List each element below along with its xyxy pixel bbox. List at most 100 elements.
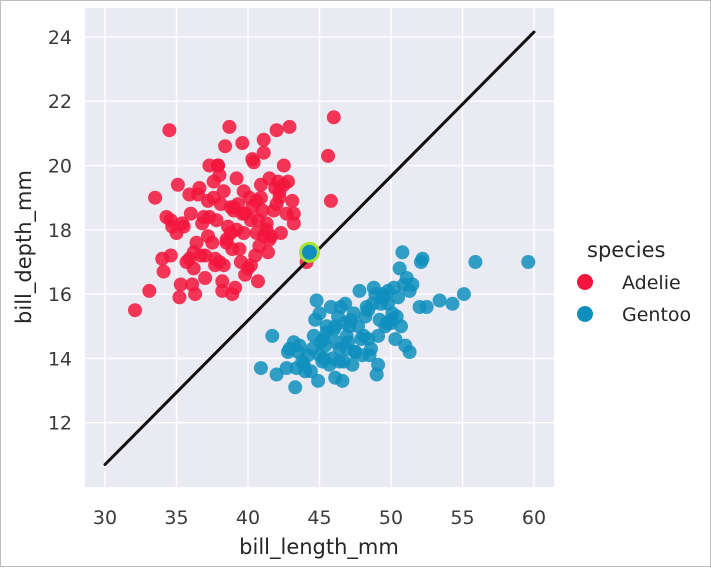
point-adelie: [148, 190, 163, 205]
point-adelie: [229, 171, 244, 186]
point-gentoo: [335, 373, 350, 388]
x-tick-label: 30: [93, 507, 117, 529]
point-adelie: [172, 290, 187, 305]
point-gentoo: [301, 348, 316, 363]
point-adelie: [216, 184, 231, 199]
point-gentoo: [316, 351, 331, 366]
point-gentoo: [456, 287, 471, 302]
point-gentoo: [308, 312, 323, 327]
point-adelie: [215, 274, 230, 289]
point-adelie: [195, 216, 210, 231]
point-gentoo: [398, 338, 413, 353]
y-tick-label: 18: [48, 220, 72, 242]
point-adelie: [191, 187, 205, 202]
point-adelie: [201, 229, 215, 244]
x-tick-label: 50: [379, 507, 403, 529]
x-tick-label: 35: [164, 507, 188, 529]
point-adelie: [235, 136, 250, 150]
point-adelie: [253, 190, 268, 205]
point-adelie: [128, 303, 142, 318]
point-adelie: [182, 251, 197, 266]
point-adelie: [156, 264, 171, 279]
tick-labels: 30 35 40 45 50 55 60 12 14 16 18 20 22 24: [48, 27, 546, 529]
point-adelie: [286, 206, 301, 221]
legend-label-adelie: Adelie: [622, 272, 681, 294]
legend-marker-adelie: [577, 274, 593, 290]
point-adelie: [256, 145, 271, 160]
point-adelie: [162, 123, 177, 138]
overlay: [103, 30, 536, 466]
point-adelie: [183, 206, 198, 221]
y-tick-label: 14: [48, 348, 72, 370]
point-adelie: [251, 274, 265, 289]
point-gentoo: [468, 255, 483, 269]
y-tick-label: 12: [48, 413, 72, 435]
point-gentoo: [265, 328, 280, 343]
point-gentoo: [346, 306, 361, 321]
point-gentoo: [445, 296, 460, 311]
point-adelie: [163, 248, 178, 263]
point-gentoo: [361, 303, 376, 318]
point-adelie: [218, 139, 233, 154]
point-adelie: [175, 216, 190, 231]
point-gentoo: [352, 283, 367, 298]
point-adelie: [321, 148, 336, 163]
point-adelie: [323, 193, 338, 208]
point-gentoo: [309, 293, 324, 308]
point-adelie: [206, 190, 221, 205]
point-gentoo: [419, 300, 434, 314]
point-adelie: [229, 222, 244, 237]
point-adelie: [212, 168, 227, 183]
point-adelie: [276, 158, 291, 173]
point-gentoo: [288, 380, 303, 395]
point-gentoo: [388, 332, 403, 347]
point-adelie: [282, 119, 297, 134]
legend: species Adelie Gentoo: [577, 238, 691, 326]
point-gentoo: [375, 290, 390, 305]
point-adelie: [251, 213, 265, 228]
x-tick-label: 55: [450, 507, 474, 529]
point-adelie: [286, 216, 301, 231]
point-adelie: [326, 110, 341, 125]
point-adelie: [142, 283, 157, 298]
point-gentoo: [384, 316, 398, 330]
point-adelie: [225, 287, 240, 302]
point-gentoo: [328, 319, 343, 334]
point-adelie: [273, 226, 288, 240]
point-gentoo: [415, 251, 430, 266]
x-tick-label: 60: [522, 507, 546, 529]
legend-label-gentoo: Gentoo: [622, 304, 691, 326]
point-adelie: [276, 177, 291, 192]
point-adelie: [269, 123, 284, 138]
point-gentoo: [371, 357, 386, 372]
point-gentoo: [395, 245, 410, 260]
highlighted-point: [298, 241, 320, 263]
point-adelie: [261, 245, 275, 260]
point-adelie: [235, 206, 250, 221]
point-gentoo: [306, 328, 321, 343]
point-adelie: [246, 155, 261, 170]
point-adelie: [208, 251, 223, 266]
point-adelie: [222, 119, 237, 134]
point-gentoo: [279, 361, 294, 376]
y-tick-label: 24: [48, 27, 72, 49]
x-axis-label: bill_length_mm: [239, 535, 399, 560]
point-gentoo: [323, 300, 338, 314]
point-gentoo: [391, 290, 406, 305]
point-adelie: [256, 132, 271, 147]
point-adelie: [198, 271, 213, 285]
point-gentoo: [364, 341, 378, 356]
y-tick-label: 16: [48, 284, 72, 306]
point-adelie: [238, 267, 253, 282]
point-adelie: [185, 277, 200, 292]
legend-title: species: [587, 238, 665, 262]
y-axis-label: bill_depth_mm: [12, 170, 37, 324]
point-gentoo: [332, 354, 347, 369]
point-gentoo: [354, 332, 368, 347]
point-gentoo: [342, 319, 357, 334]
point-gentoo: [311, 373, 326, 388]
point-gentoo: [338, 296, 353, 311]
point-adelie: [285, 193, 300, 208]
y-tick-label: 22: [48, 91, 72, 113]
point-gentoo: [396, 277, 411, 292]
